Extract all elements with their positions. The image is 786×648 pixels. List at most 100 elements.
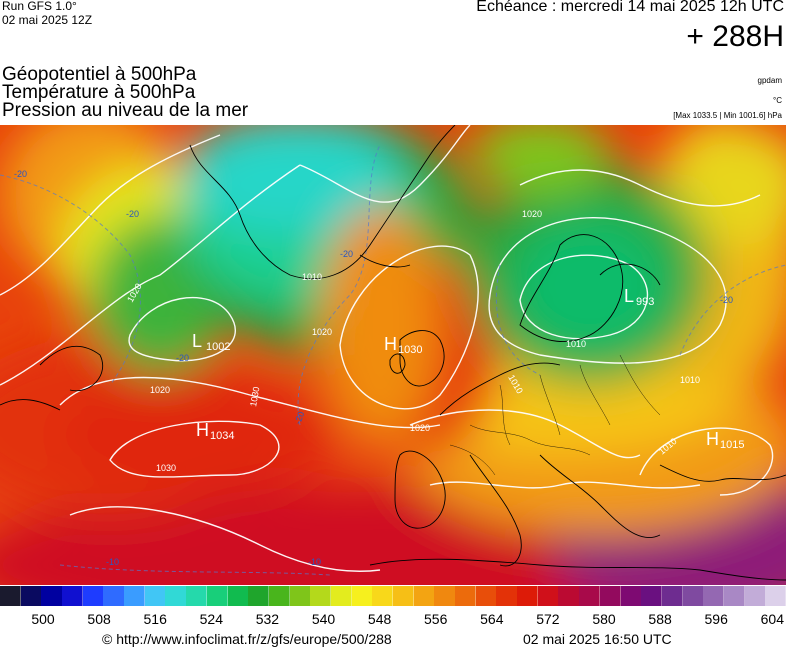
isobar-label: 1020 [312,327,332,337]
temp-label: -20 [14,169,27,179]
svg-text:L: L [624,286,634,306]
lead-time: + 288H [686,20,784,53]
temp-label: -20 [176,353,189,363]
svg-text:1015: 1015 [720,439,744,451]
color-swatch [248,586,270,606]
color-swatch [289,586,311,606]
svg-text:H: H [196,420,209,440]
color-swatch [620,586,642,606]
color-swatch [496,586,518,606]
color-swatch [268,586,291,606]
svg-text:1002: 1002 [206,341,230,353]
temp-label: -10 [308,557,321,567]
color-swatch [599,586,621,606]
color-swatch [744,586,766,606]
isobar-label: 1030 [156,463,176,473]
low-center: L 993 [624,286,654,308]
color-swatch [475,586,497,606]
low-center: L 1002 [192,331,230,353]
color-swatch [144,586,166,606]
color-swatch [682,586,704,606]
color-swatch [206,586,228,606]
isobar-lines [0,125,774,572]
high-center: H 1030 [384,334,422,356]
color-scale-tick: 500 [31,611,55,627]
temp-label: -20 [340,249,353,259]
run-label: Run GFS 1.0° [2,0,77,13]
color-swatch [537,586,559,606]
title-pressure: Pression au niveau de la mer [2,100,249,121]
color-swatch [310,586,332,606]
isobar-label: 1010 [680,375,700,385]
temp-label: -20 [720,295,733,305]
title-geopotential: Géopotentiel à 500hPa [2,64,197,85]
color-scale [0,586,786,606]
color-scale-tick: 596 [704,611,728,627]
svg-text:1030: 1030 [398,344,422,356]
color-scale-tick: 564 [480,611,504,627]
borders [449,354,661,476]
isobar-label: 1020 [410,423,430,433]
high-center: H 1015 [706,429,744,451]
color-scale-tick: 532 [255,611,280,627]
svg-text:1034: 1034 [210,430,234,442]
color-field [0,125,786,585]
isobar-label: 1010 [302,272,322,282]
color-swatch [82,586,104,606]
color-scale-tick: 540 [311,611,336,627]
coastlines [0,125,786,581]
color-swatch [661,586,684,606]
color-swatch [62,586,84,606]
color-scale-tick: 524 [199,611,223,627]
color-swatch [455,586,477,606]
color-scale-tick: 556 [424,611,448,627]
color-swatch [723,586,746,606]
color-swatch [579,586,601,606]
pressure-centers: L 1002 H 1030 H 1034 L 993 H 1015 [192,286,744,451]
color-swatch [434,586,456,606]
svg-text:H: H [384,334,397,354]
color-swatch [330,586,353,606]
color-swatch [558,586,580,606]
title-temperature: Température à 500hPa [2,82,196,103]
isobar-label: 1020 [522,209,542,219]
unit-gpdam: gpdam [757,76,782,85]
color-swatch [372,586,394,606]
color-swatch [227,586,249,606]
color-swatch [703,586,725,606]
run-date: 02 mai 2025 12Z [2,13,93,27]
temperature-lines [0,144,786,576]
isobar-label: 1030 [248,386,261,407]
temp-label: -20 [126,209,139,219]
temp-label: -20 [292,410,306,426]
color-swatch [165,586,187,606]
color-scale-tick: 588 [648,611,672,627]
isobar-label: 1010 [566,339,586,349]
color-swatch [41,586,63,606]
color-swatch [765,586,786,606]
valid-time: Échéance : mercredi 14 mai 2025 12h UTC [476,0,784,15]
color-swatch [124,586,146,606]
color-swatch [393,586,415,606]
svg-text:993: 993 [636,296,654,308]
color-scale-tick: 516 [143,611,167,627]
svg-text:H: H [706,429,719,449]
color-swatch [186,586,208,606]
color-swatch [351,586,373,606]
color-swatch [103,586,125,606]
isobar-label: 1020 [150,385,170,395]
pressure-range: [Max 1033.5 | Min 1001.6] hPa [673,111,782,120]
color-scale-tick: 548 [367,611,392,627]
color-swatch [517,586,539,606]
temperature-labels: -20 -20 -20 -20 -20 -20 -10 -10 [14,169,733,567]
color-swatch [0,586,22,606]
color-swatch [413,586,435,606]
generated-time: 02 mai 2025 16:50 UTC [523,631,672,647]
color-scale-tick: 604 [760,611,784,627]
high-center: H 1034 [196,420,234,442]
color-scale-tick: 580 [592,611,616,627]
temp-label: -10 [106,557,119,567]
color-scale-tick: 508 [87,611,111,627]
unit-celsius: °C [773,96,782,105]
color-scale-tick: 572 [536,611,560,627]
